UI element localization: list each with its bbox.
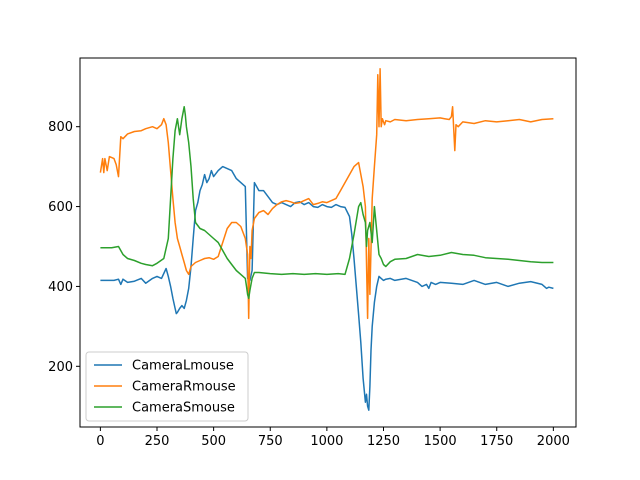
x-tick-label: 750	[258, 434, 283, 449]
y-tick-label: 400	[48, 280, 73, 295]
x-tick-label: 2000	[537, 434, 570, 449]
y-tick-label: 800	[48, 120, 73, 135]
x-tick-label: 500	[201, 434, 226, 449]
legend-label: CameraLmouse	[132, 359, 234, 374]
legend: CameraLmouse CameraRmouse CameraSmouse	[85, 351, 249, 422]
x-tick-label: 1500	[424, 434, 457, 449]
y-tick-label: 200	[48, 360, 73, 375]
series-layer	[99, 68, 554, 411]
x-tick-label: 1000	[310, 434, 343, 449]
legend-box	[85, 351, 249, 422]
x-tick-label: 1250	[367, 434, 400, 449]
legend-label: CameraSmouse	[132, 401, 235, 416]
plot-area	[99, 68, 554, 411]
y-axis: 200 400 600 800	[48, 120, 80, 375]
x-axis: 0 250 500 750 1000 1250 1500 1750 2000	[96, 427, 570, 449]
series-line-cameralmouse	[100, 165, 554, 411]
x-tick-label: 0	[96, 434, 104, 449]
y-tick-label: 600	[48, 200, 73, 215]
axes-frame	[79, 57, 577, 428]
series-line-camerarmouse	[99, 68, 554, 320]
series-line-camerasmouse	[100, 105, 554, 300]
legend-label: CameraRmouse	[132, 380, 236, 395]
x-tick-label: 1750	[480, 434, 513, 449]
x-tick-label: 250	[145, 434, 170, 449]
